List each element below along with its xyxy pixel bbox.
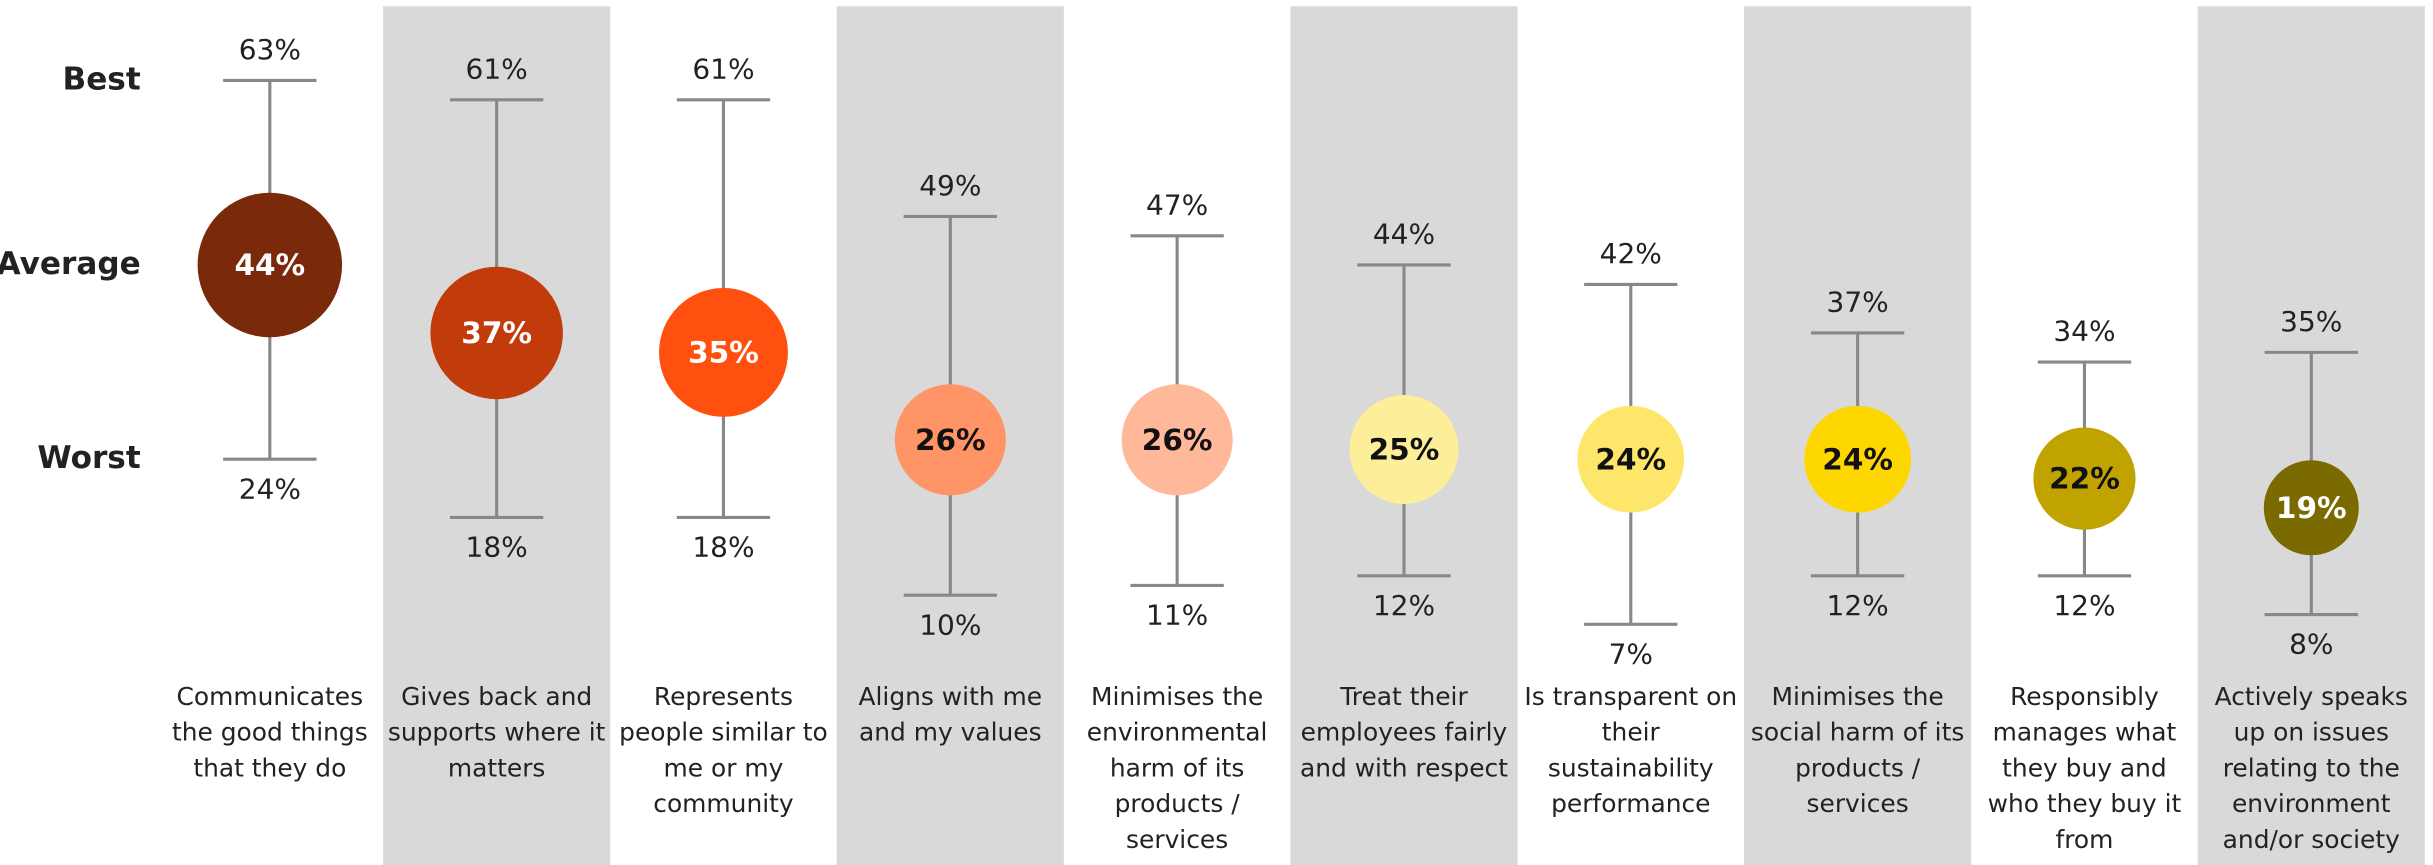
- category-label: Minimises the social harm of its product…: [1750, 681, 1965, 819]
- high-label: 34%: [2053, 315, 2115, 348]
- category-label-box: Actively speaks up on issues relating to…: [2214, 681, 2408, 855]
- low-label: 11%: [1146, 599, 1208, 632]
- high-label: 47%: [1146, 188, 1208, 221]
- average-dot: [2263, 460, 2359, 556]
- average-dot: [1804, 405, 1911, 513]
- average-dot: [2033, 427, 2136, 530]
- average-label: 24%: [1595, 442, 1666, 476]
- category-label-box: Represents people similar to me or my co…: [619, 681, 828, 819]
- high-label: 49%: [919, 169, 981, 202]
- average-label: 37%: [461, 316, 532, 350]
- average-dot: [197, 192, 343, 338]
- category-label-box: Minimises the environmental harm of its …: [1086, 681, 1268, 855]
- average-label: 22%: [2049, 462, 2120, 496]
- average-label: 26%: [1142, 423, 1213, 457]
- high-label: 61%: [692, 52, 754, 85]
- low-label: 18%: [466, 531, 528, 564]
- high-label: 63%: [239, 33, 301, 66]
- category-label-box: Minimises the social harm of its product…: [1750, 681, 1965, 819]
- category-label-box: Communicates the good things that they d…: [171, 681, 368, 783]
- average-label: 35%: [688, 335, 759, 369]
- average-label: 19%: [2276, 491, 2347, 525]
- category-label: Aligns with me and my values: [858, 681, 1043, 747]
- low-label: 10%: [919, 608, 981, 641]
- category-label: Gives back and supports where it matters: [387, 681, 606, 783]
- average-label: 26%: [915, 423, 986, 457]
- category-label: Minimises the environmental harm of its …: [1086, 681, 1268, 855]
- row-label: Best: [62, 61, 140, 97]
- category-label-box: Responsibly manages what they buy and wh…: [1987, 681, 2182, 855]
- category-label: Responsibly manages what they buy and wh…: [1987, 681, 2182, 855]
- category-label: Represents people similar to me or my co…: [619, 681, 828, 819]
- category-label: Actively speaks up on issues relating to…: [2214, 681, 2408, 855]
- category-label-box: Treat their employees fairly and with re…: [1299, 681, 1508, 783]
- category-label-box: Is transparent on their sustainability p…: [1524, 681, 1738, 819]
- average-dot: [1349, 395, 1459, 504]
- category-label: Is transparent on their sustainability p…: [1524, 681, 1738, 819]
- low-label: 12%: [1827, 589, 1889, 622]
- average-dot: [1121, 384, 1233, 496]
- average-dot: [430, 266, 563, 400]
- category-label-box: Gives back and supports where it matters: [387, 681, 606, 783]
- high-label: 42%: [1600, 237, 1662, 270]
- average-label: 24%: [1822, 442, 1893, 476]
- high-label: 44%: [1373, 217, 1435, 250]
- average-label: 44%: [234, 248, 305, 282]
- category-label: Communicates the good things that they d…: [171, 681, 368, 783]
- average-label: 25%: [1369, 433, 1440, 467]
- high-label: 35%: [2280, 305, 2342, 338]
- category-label-box: Aligns with me and my values: [858, 681, 1043, 747]
- low-label: 24%: [239, 472, 301, 505]
- high-label: 37%: [1827, 285, 1889, 318]
- high-label: 61%: [466, 52, 528, 85]
- average-dot: [1577, 405, 1685, 513]
- row-label: Average: [0, 246, 141, 282]
- average-dot: [659, 287, 788, 417]
- low-label: 12%: [2053, 589, 2115, 622]
- category-label: Treat their employees fairly and with re…: [1299, 681, 1508, 783]
- low-label: 12%: [1373, 589, 1435, 622]
- low-label: 18%: [692, 531, 754, 564]
- row-label: Worst: [37, 440, 140, 476]
- low-label: 7%: [1609, 637, 1653, 670]
- low-label: 8%: [2289, 628, 2333, 661]
- average-dot: [894, 384, 1006, 496]
